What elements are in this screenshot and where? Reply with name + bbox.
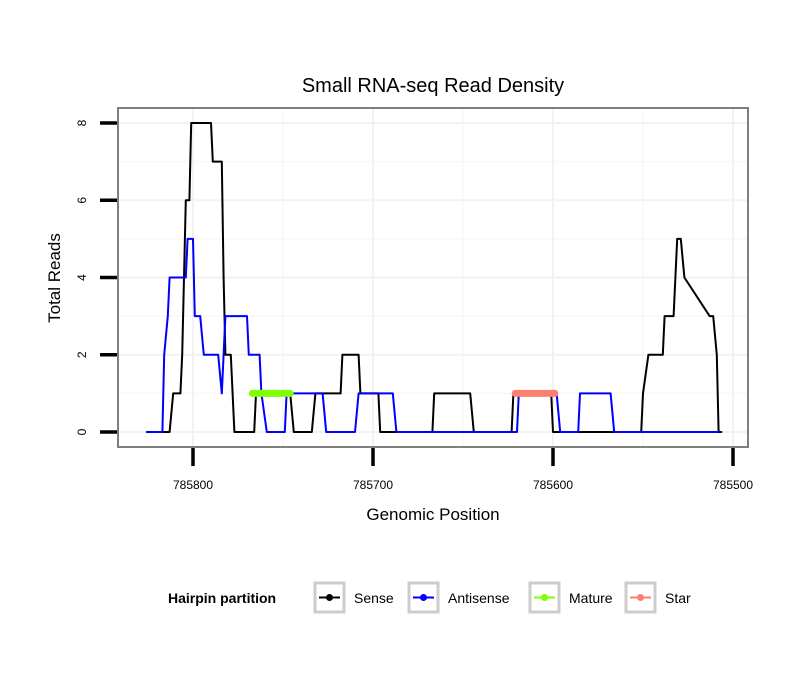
legend-label: Antisense — [448, 590, 510, 606]
legend-title: Hairpin partition — [168, 590, 276, 606]
legend-label: Sense — [354, 590, 394, 606]
series-layer — [146, 122, 723, 433]
x-tick-label: 785700 — [353, 478, 393, 492]
y-tick-label: 2 — [75, 351, 89, 358]
legend-key-point — [420, 594, 427, 601]
y-tick-label: 6 — [75, 197, 89, 204]
legend-label: Mature — [569, 590, 613, 606]
y-tick-label: 4 — [75, 274, 89, 281]
x-tick-label: 785600 — [533, 478, 573, 492]
x-axis-title: Genomic Position — [366, 505, 499, 524]
legend: Hairpin partition Sense Antisense Mature St… — [168, 581, 691, 614]
y-tick-label: 0 — [75, 428, 89, 435]
x-axis: 785800 785700 785600 785500 — [173, 448, 753, 492]
y-axis: 0 2 4 6 8 — [75, 119, 117, 435]
legend-key-point — [326, 594, 333, 601]
legend-item-mature: Mature — [528, 581, 613, 614]
x-tick-label: 785800 — [173, 478, 213, 492]
legend-item-star: Star — [624, 581, 691, 614]
legend-item-sense: Sense — [313, 581, 394, 614]
y-axis-title: Total Reads — [45, 233, 64, 323]
legend-key-point — [637, 594, 644, 601]
legend-label: Star — [665, 590, 691, 606]
y-tick-label: 8 — [75, 119, 89, 126]
legend-item-antisense: Antisense — [407, 581, 510, 614]
legend-key-point — [541, 594, 548, 601]
x-tick-label: 785500 — [713, 478, 753, 492]
chart-title: Small RNA-seq Read Density — [302, 75, 564, 97]
